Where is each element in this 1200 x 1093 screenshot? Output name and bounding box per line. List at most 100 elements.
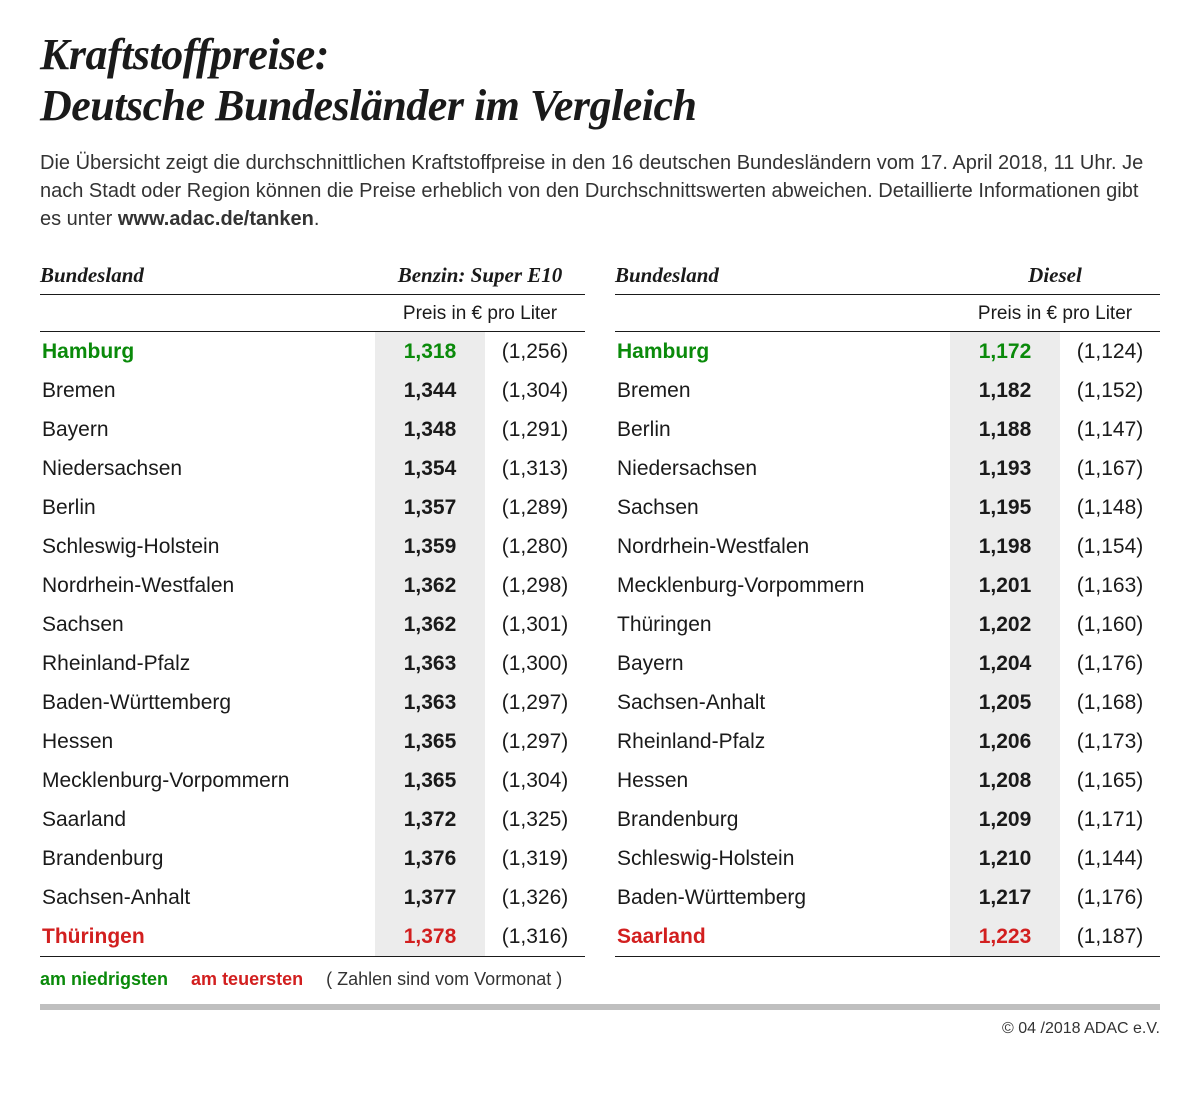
page-title: Kraftstoffpreise: Deutsche Bundesländer … xyxy=(40,30,1160,131)
cell-current-price: 1,359 xyxy=(375,527,485,566)
legend-lowest: am niedrigsten xyxy=(40,969,168,989)
table-row: Brandenburg1,376(1,319) xyxy=(40,839,585,878)
cell-state: Berlin xyxy=(615,410,950,449)
cell-previous-price: (1,160) xyxy=(1060,605,1160,644)
cell-state: Niedersachsen xyxy=(615,449,950,488)
table-row: Mecklenburg-Vorpommern1,365(1,304) xyxy=(40,761,585,800)
table-header: Bundesland Diesel xyxy=(615,263,1160,295)
table-row: Niedersachsen1,354(1,313) xyxy=(40,449,585,488)
cell-state: Sachsen xyxy=(40,605,375,644)
cell-previous-price: (1,297) xyxy=(485,683,585,722)
table-diesel: Bundesland Diesel Preis in € pro Liter H… xyxy=(615,263,1160,957)
table-row: Saarland1,372(1,325) xyxy=(40,800,585,839)
table-row: Hessen1,208(1,165) xyxy=(615,761,1160,800)
legend-note: ( Zahlen sind vom Vormonat ) xyxy=(326,969,562,989)
cell-current-price: 1,363 xyxy=(375,644,485,683)
table-benzin: Bundesland Benzin: Super E10 Preis in € … xyxy=(40,263,585,957)
cell-current-price: 1,204 xyxy=(950,644,1060,683)
cell-current-price: 1,182 xyxy=(950,371,1060,410)
cell-previous-price: (1,301) xyxy=(485,605,585,644)
cell-state: Mecklenburg-Vorpommern xyxy=(615,566,950,605)
cell-previous-price: (1,256) xyxy=(485,332,585,371)
table-row: Berlin1,188(1,147) xyxy=(615,410,1160,449)
legend: am niedrigsten am teuersten ( Zahlen sin… xyxy=(40,969,1160,990)
cell-previous-price: (1,154) xyxy=(1060,527,1160,566)
cell-previous-price: (1,152) xyxy=(1060,371,1160,410)
table-row: Sachsen1,195(1,148) xyxy=(615,488,1160,527)
cell-previous-price: (1,173) xyxy=(1060,722,1160,761)
subtitle: Die Übersicht zeigt die durchschnittlich… xyxy=(40,149,1160,233)
cell-state: Rheinland-Pfalz xyxy=(40,644,375,683)
cell-state: Rheinland-Pfalz xyxy=(615,722,950,761)
cell-current-price: 1,208 xyxy=(950,761,1060,800)
cell-state: Hamburg xyxy=(40,332,375,371)
table-row: Hamburg1,172(1,124) xyxy=(615,332,1160,371)
cell-current-price: 1,348 xyxy=(375,410,485,449)
cell-state: Berlin xyxy=(40,488,375,527)
cell-state: Bremen xyxy=(40,371,375,410)
cell-previous-price: (1,304) xyxy=(485,371,585,410)
legend-highest: am teuersten xyxy=(191,969,303,989)
table-row: Bayern1,348(1,291) xyxy=(40,410,585,449)
table-row: Hessen1,365(1,297) xyxy=(40,722,585,761)
cell-current-price: 1,195 xyxy=(950,488,1060,527)
cell-state: Thüringen xyxy=(40,917,375,956)
cell-current-price: 1,377 xyxy=(375,878,485,917)
cell-current-price: 1,363 xyxy=(375,683,485,722)
cell-state: Sachsen xyxy=(615,488,950,527)
cell-previous-price: (1,187) xyxy=(1060,917,1160,956)
cell-current-price: 1,376 xyxy=(375,839,485,878)
cell-state: Baden-Württemberg xyxy=(40,683,375,722)
cell-current-price: 1,202 xyxy=(950,605,1060,644)
cell-state: Bayern xyxy=(40,410,375,449)
table-row: Brandenburg1,209(1,171) xyxy=(615,800,1160,839)
col-header-fuel: Diesel xyxy=(950,263,1160,288)
cell-previous-price: (1,319) xyxy=(485,839,585,878)
col-header-state: Bundesland xyxy=(615,263,950,288)
cell-state: Bremen xyxy=(615,371,950,410)
cell-previous-price: (1,280) xyxy=(485,527,585,566)
tables-container: Bundesland Benzin: Super E10 Preis in € … xyxy=(40,263,1160,957)
cell-state: Sachsen-Anhalt xyxy=(615,683,950,722)
cell-current-price: 1,223 xyxy=(950,917,1060,956)
cell-previous-price: (1,298) xyxy=(485,566,585,605)
table-row: Bremen1,182(1,152) xyxy=(615,371,1160,410)
cell-current-price: 1,344 xyxy=(375,371,485,410)
cell-previous-price: (1,168) xyxy=(1060,683,1160,722)
cell-state: Bayern xyxy=(615,644,950,683)
cell-current-price: 1,198 xyxy=(950,527,1060,566)
table-row: Rheinland-Pfalz1,206(1,173) xyxy=(615,722,1160,761)
cell-state: Sachsen-Anhalt xyxy=(40,878,375,917)
cell-current-price: 1,172 xyxy=(950,332,1060,371)
cell-state: Schleswig-Holstein xyxy=(615,839,950,878)
cell-current-price: 1,217 xyxy=(950,878,1060,917)
cell-current-price: 1,188 xyxy=(950,410,1060,449)
cell-previous-price: (1,176) xyxy=(1060,878,1160,917)
col-header-price: Preis in € pro Liter xyxy=(950,303,1160,325)
col-header-fuel: Benzin: Super E10 xyxy=(375,263,585,288)
col-header-price: Preis in € pro Liter xyxy=(375,303,585,325)
cell-previous-price: (1,297) xyxy=(485,722,585,761)
cell-current-price: 1,205 xyxy=(950,683,1060,722)
cell-state: Baden-Württemberg xyxy=(615,878,950,917)
table-row: Berlin1,357(1,289) xyxy=(40,488,585,527)
cell-previous-price: (1,147) xyxy=(1060,410,1160,449)
cell-previous-price: (1,167) xyxy=(1060,449,1160,488)
cell-previous-price: (1,144) xyxy=(1060,839,1160,878)
cell-previous-price: (1,176) xyxy=(1060,644,1160,683)
table-row: Nordrhein-Westfalen1,362(1,298) xyxy=(40,566,585,605)
table-row: Baden-Württemberg1,217(1,176) xyxy=(615,878,1160,917)
cell-state: Hessen xyxy=(40,722,375,761)
cell-current-price: 1,365 xyxy=(375,722,485,761)
cell-state: Mecklenburg-Vorpommern xyxy=(40,761,375,800)
table-row: Saarland1,223(1,187) xyxy=(615,917,1160,956)
cell-state: Nordrhein-Westfalen xyxy=(615,527,950,566)
cell-current-price: 1,365 xyxy=(375,761,485,800)
col-header-state: Bundesland xyxy=(40,263,375,288)
copyright: © 04 /2018 ADAC e.V. xyxy=(40,1020,1160,1038)
cell-previous-price: (1,316) xyxy=(485,917,585,956)
cell-current-price: 1,193 xyxy=(950,449,1060,488)
cell-state: Hamburg xyxy=(615,332,950,371)
table-row: Nordrhein-Westfalen1,198(1,154) xyxy=(615,527,1160,566)
table-body: Hamburg1,318(1,256)Bremen1,344(1,304)Bay… xyxy=(40,332,585,957)
